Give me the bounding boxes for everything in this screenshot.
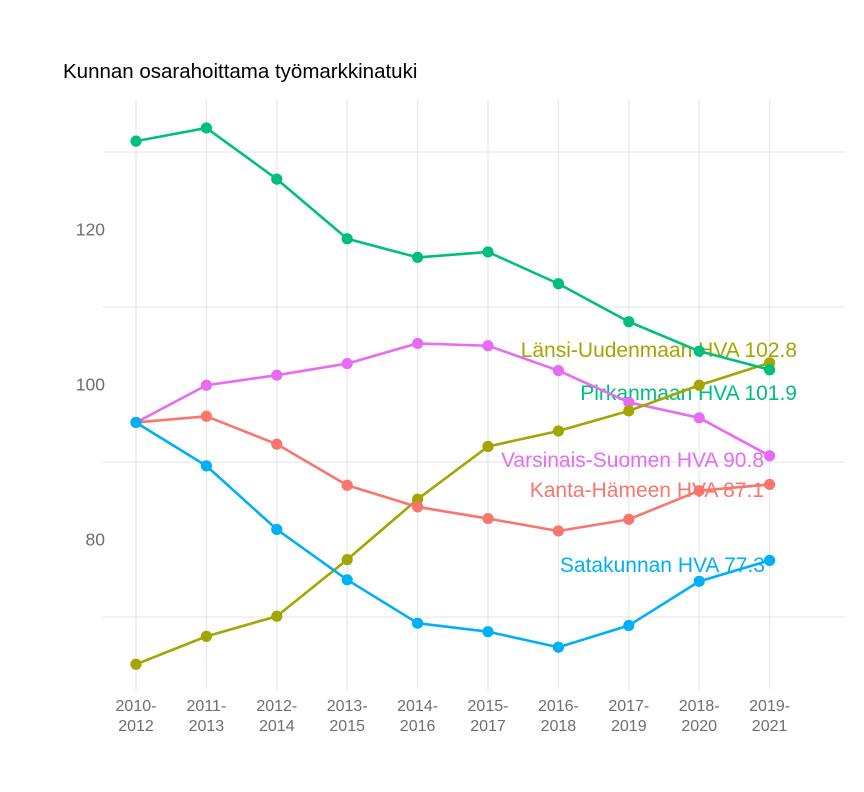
data-point-varsinais-suomen-hva-2019-2021: [764, 450, 776, 462]
data-point-kanta-h-meen-hva-2018-2020: [693, 485, 705, 497]
data-point-pirkanmaan-hva-2019-2021: [764, 364, 776, 376]
y-tick-label: 80: [86, 530, 106, 550]
data-point-satakunnan-hva-2016-2018: [552, 641, 565, 653]
data-point-varsinais-suomen-hva-2012-2014: [271, 369, 283, 381]
data-point-pirkanmaan-hva-2012-2014: [271, 173, 283, 185]
data-point-l-nsi-uudenmaan-hva-2013-2015: [341, 554, 353, 566]
series-points-kanta-h-meen-hva: [130, 410, 776, 537]
data-point-satakunnan-hva-2018-2020: [693, 575, 705, 587]
series-end-label-l-nsi-uudenmaan-hva: Länsi-Uudenmaan HVA 102.8: [521, 339, 797, 362]
data-point-pirkanmaan-hva-2010-2012: [130, 135, 142, 147]
x-tick-label: 2010-2012: [116, 698, 157, 735]
series-end-label-satakunnan-hva: Satakunnan HVA 77.3: [560, 554, 765, 577]
x-tick-label: 2013-2015: [327, 698, 368, 735]
data-point-pirkanmaan-hva-2011-2013: [200, 122, 212, 134]
data-point-kanta-h-meen-hva-2015-2017: [482, 512, 494, 525]
data-point-varsinais-suomen-hva-2017-2019: [623, 396, 635, 408]
data-point-l-nsi-uudenmaan-hva-2010-2012: [130, 658, 142, 670]
data-point-kanta-h-meen-hva-2011-2013: [200, 410, 212, 422]
data-point-l-nsi-uudenmaan-hva-2012-2014: [271, 610, 283, 622]
data-point-kanta-h-meen-hva-2013-2015: [341, 479, 353, 491]
data-point-pirkanmaan-hva-2016-2018: [552, 278, 565, 290]
x-tick-label: 2012-2014: [256, 698, 297, 735]
data-point-pirkanmaan-hva-2017-2019: [623, 316, 635, 328]
series-line-varsinais-suomen-hva: [134, 342, 771, 458]
x-tick-label: 2017-2019: [608, 698, 649, 735]
data-point-kanta-h-meen-hva-2012-2014: [271, 438, 283, 450]
data-point-pirkanmaan-hva-2014-2016: [412, 251, 424, 263]
data-point-varsinais-suomen-hva-2014-2016: [412, 337, 424, 350]
data-point-l-nsi-uudenmaan-hva-2014-2016: [412, 493, 424, 505]
y-tick-label: 100: [76, 375, 105, 395]
data-point-varsinais-suomen-hva-2011-2013: [200, 379, 212, 391]
x-tick-label: 2014-2016: [397, 698, 438, 735]
series-line-pirkanmaan-hva: [134, 126, 771, 372]
data-point-kanta-h-meen-hva-2014-2016: [412, 501, 424, 513]
data-point-pirkanmaan-hva-2013-2015: [341, 233, 353, 245]
series-points-satakunnan-hva: [130, 416, 776, 653]
series-end-label-varsinais-suomen-hva: Varsinais-Suomen HVA 90.8: [501, 449, 764, 472]
data-point-satakunnan-hva-2012-2014: [271, 523, 283, 536]
data-point-l-nsi-uudenmaan-hva-2017-2019: [623, 405, 635, 417]
x-tick-label: 2011-2013: [187, 698, 227, 735]
series-end-labels: Varsinais-Suomen HVA 90.8 Länsi-Uudenmaan…: [501, 339, 797, 577]
series-end-label-kanta-h-meen-hva: Kanta-Hämeen HVA 87.1: [530, 479, 764, 502]
y-axis-tick-labels: 120 100 80: [76, 220, 105, 550]
series-points: [130, 122, 776, 670]
x-tick-label: 2015-2017: [468, 698, 509, 735]
data-point-varsinais-suomen-hva-2015-2017: [482, 340, 494, 352]
series-line-kanta-h-meen-hva: [134, 414, 771, 533]
data-point-varsinais-suomen-hva-2018-2020: [693, 412, 705, 424]
data-point-kanta-h-meen-hva-2017-2019: [623, 513, 635, 525]
data-point-varsinais-suomen-hva-2013-2015: [341, 357, 353, 370]
data-point-pirkanmaan-hva-2015-2017: [482, 246, 494, 258]
data-point-satakunnan-hva-2010-2012: [130, 416, 142, 429]
series-points-pirkanmaan-hva: [130, 122, 776, 376]
data-point-satakunnan-hva-2019-2021: [764, 554, 776, 567]
series-end-label-pirkanmaan-hva: Pirkanmaan HVA 101.9: [580, 382, 797, 405]
series-line-l-nsi-uudenmaan-hva: [134, 361, 771, 666]
data-point-pirkanmaan-hva-2018-2020: [693, 345, 705, 357]
data-point-l-nsi-uudenmaan-hva-2018-2020: [693, 379, 705, 391]
series-line-satakunnan-hva: [134, 421, 771, 649]
x-axis-tick-labels: 2010-2012 2011-2013 2012-2014 2013-2015 2014…: [116, 698, 791, 735]
x-tick-label: 2016-2018: [538, 698, 579, 735]
data-point-satakunnan-hva-2015-2017: [482, 626, 494, 638]
data-point-l-nsi-uudenmaan-hva-2015-2017: [482, 440, 494, 453]
data-point-satakunnan-hva-2017-2019: [623, 619, 635, 632]
vertical-gridlines: [135, 100, 771, 690]
series-points-l-nsi-uudenmaan-hva: [130, 357, 776, 670]
x-tick-label: 2019-2021: [749, 698, 790, 735]
y-tick-label: 120: [76, 220, 105, 240]
series-lines: [134, 126, 771, 666]
data-point-l-nsi-uudenmaan-hva-2016-2018: [552, 425, 565, 437]
data-point-varsinais-suomen-hva-2016-2018: [552, 364, 565, 377]
x-tick-label: 2018-2020: [679, 698, 720, 735]
data-point-satakunnan-hva-2011-2013: [200, 460, 212, 472]
data-point-satakunnan-hva-2013-2015: [341, 574, 353, 586]
data-point-l-nsi-uudenmaan-hva-2011-2013: [200, 630, 212, 642]
data-point-kanta-h-meen-hva-2016-2018: [552, 525, 565, 537]
horizontal-gridlines: [103, 151, 845, 618]
data-point-kanta-h-meen-hva-2019-2021: [764, 478, 776, 491]
chart-title: Kunnan osarahoittama työmarkkinatuki: [63, 60, 417, 83]
data-point-satakunnan-hva-2014-2016: [412, 617, 424, 629]
